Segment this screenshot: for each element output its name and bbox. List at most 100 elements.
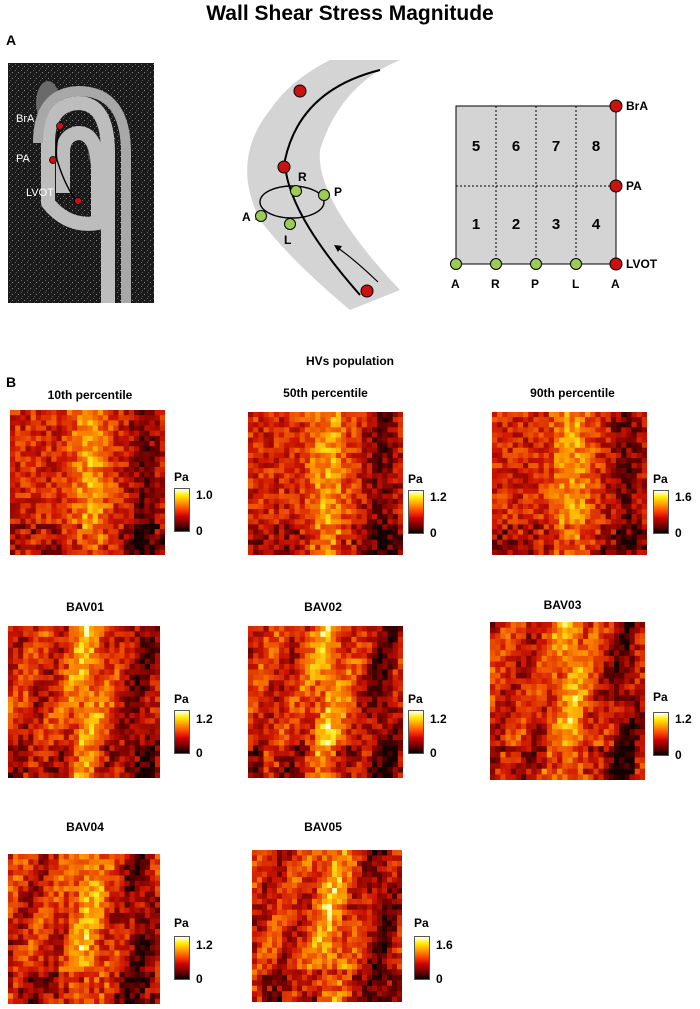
- heatmap-pixel: [590, 463, 596, 469]
- heatmap-pixel: [61, 498, 68, 504]
- heatmap-pixel: [497, 468, 503, 474]
- heatmap-pixel: [78, 680, 85, 687]
- heatmap-pixel: [84, 691, 90, 698]
- heatmap-pixel: [624, 633, 631, 640]
- heatmap-pixel: [23, 702, 29, 709]
- heatmap-pixel: [330, 729, 337, 736]
- heatmap-pixel: [25, 451, 32, 458]
- heatmap-pixel: [154, 707, 160, 714]
- heatmap-pixel: [528, 432, 534, 439]
- heatmap-pixel: [335, 519, 342, 525]
- heatmap-pixel: [397, 642, 403, 649]
- heatmap-pixel: [104, 707, 110, 714]
- heatmap-pixel: [58, 745, 65, 752]
- heatmap-pixel: [366, 631, 373, 638]
- heatmap-pixel: [610, 539, 617, 546]
- heatmap-pixel: [315, 647, 321, 654]
- heatmap-pixel: [128, 425, 135, 432]
- heatmap-pixel: [139, 477, 145, 484]
- heatmap-pixel: [284, 669, 290, 676]
- heatmap-pixel: [546, 633, 553, 640]
- heatmap-pixel: [43, 685, 50, 692]
- heatmap-pixel: [304, 767, 311, 774]
- heatmap-pixel: [273, 631, 280, 638]
- heatmap-pixel: [139, 508, 145, 515]
- heatmap-pixel: [351, 664, 358, 671]
- heatmap-pixel: [569, 544, 576, 551]
- heatmap-pixel: [28, 631, 34, 638]
- heatmap-pixel: [634, 655, 641, 663]
- heatmap-pixel: [73, 669, 80, 676]
- heatmap-pixel: [634, 667, 641, 674]
- heatmap-pixel: [94, 767, 100, 774]
- heatmap-pixel: [583, 644, 589, 651]
- heatmap-pixel: [641, 509, 647, 515]
- heatmap-pixel: [289, 642, 296, 649]
- heatmap-pixel: [346, 432, 352, 439]
- heatmap-pixel: [636, 457, 643, 464]
- heatmap-pixel: [99, 680, 105, 687]
- heatmap-pixel: [268, 658, 275, 665]
- heatmap-pixel: [559, 437, 565, 444]
- heatmap-pixel: [588, 650, 594, 657]
- heatmap-pixel: [304, 772, 311, 778]
- heatmap-pixel: [299, 442, 306, 449]
- heatmap-pixel: [268, 745, 275, 752]
- heatmap-pixel: [572, 740, 579, 747]
- heatmap-pixel: [89, 674, 95, 681]
- heatmap-pixel: [248, 529, 254, 536]
- heatmap-pixel: [253, 442, 259, 449]
- heatmap-pixel: [284, 529, 290, 536]
- heatmap-pixel: [84, 729, 90, 736]
- heatmap-pixel: [263, 442, 270, 449]
- heatmap-pixel: [593, 729, 600, 736]
- heatmap-pixel: [629, 701, 636, 708]
- heatmap-pixel: [10, 534, 16, 541]
- heatmap-pixel: [533, 539, 540, 546]
- heatmap-pixel: [273, 488, 280, 495]
- heatmap-pixel: [497, 442, 503, 449]
- heatmap-pixel: [253, 647, 259, 654]
- heatmap-pixel: [33, 680, 39, 687]
- heatmap-pixel: [144, 691, 151, 698]
- heatmap-pixel: [387, 427, 394, 434]
- heatmap-pixel: [361, 452, 368, 459]
- heatmap-pixel: [97, 451, 104, 458]
- heatmap-pixel: [361, 529, 368, 536]
- heatmap-pixel: [299, 702, 306, 709]
- heatmap-pixel: [35, 534, 42, 541]
- heatmap-pixel: [289, 658, 296, 665]
- heatmap-pixel: [20, 539, 27, 546]
- heatmap-pixel: [567, 650, 574, 657]
- heatmap-pixel: [346, 412, 352, 418]
- heatmap-pixel: [139, 658, 146, 665]
- heatmap-pixel: [543, 422, 550, 428]
- heatmap-pixel: [346, 534, 352, 541]
- heatmap-pixel: [97, 410, 104, 416]
- heatmap-pixel: [15, 534, 21, 541]
- heatmap-pixel: [507, 447, 514, 454]
- segment-3: 3: [551, 216, 561, 233]
- heatmap-pixel: [538, 478, 545, 485]
- heatmap-pixel: [528, 427, 534, 434]
- heatmap-pixel: [583, 712, 589, 719]
- heatmap-pixel: [97, 529, 104, 535]
- heatmap-pixel: [341, 772, 347, 778]
- heatmap-pixel: [77, 477, 83, 484]
- heatmap-pixel: [113, 529, 120, 535]
- heatmap-pixel: [387, 750, 394, 757]
- heatmap-pixel: [20, 503, 27, 509]
- heatmap-pixel: [315, 761, 321, 768]
- heatmap-pixel: [372, 729, 378, 736]
- heatmap-pixel: [25, 539, 32, 546]
- heatmap-pixel: [382, 427, 389, 434]
- heatmap-pixel: [536, 695, 543, 702]
- heatmap-pixel: [605, 447, 612, 454]
- heatmap-pixel: [554, 427, 560, 434]
- heatmap-pixel: [129, 767, 136, 774]
- heatmap-pixel: [63, 718, 70, 725]
- heatmap-pixel: [73, 740, 80, 747]
- heatmap-pixel: [51, 523, 58, 530]
- heatmap-pixel: [624, 684, 631, 691]
- heatmap-pixel: [610, 544, 617, 551]
